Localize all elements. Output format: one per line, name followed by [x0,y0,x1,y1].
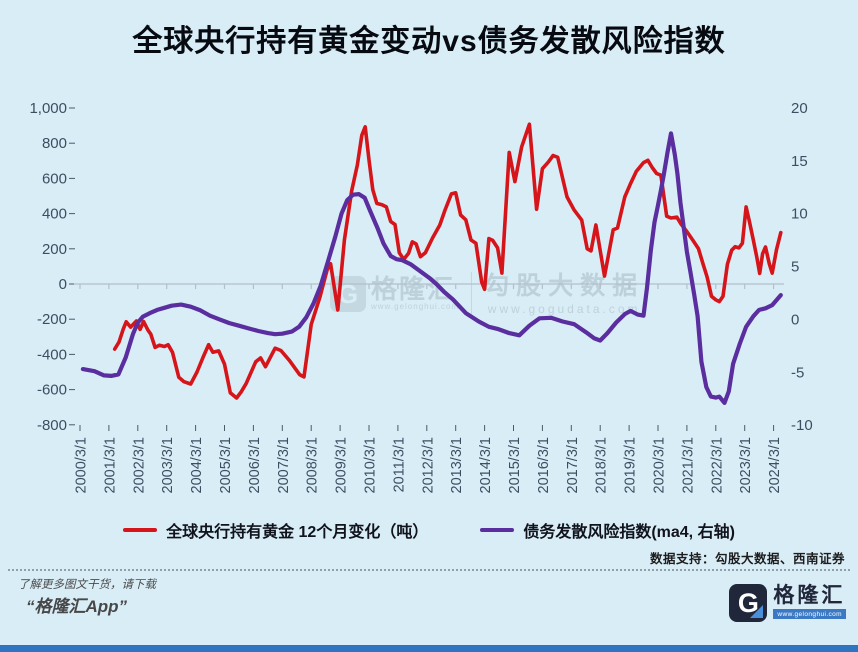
gold-series-label: 全球央行持有黄金 12个月变化（吨） [166,524,429,541]
x-axis-tick-label: 2017/3/1 [565,437,581,493]
x-axis-tick-label: 2016/3/1 [536,437,552,493]
x-axis-tick-label: 2004/3/1 [189,437,205,493]
left-axis-tick-label: 200 [42,241,67,258]
gelonghui-logo-icon: G [729,584,768,622]
left-axis-tick-label: -200 [37,311,67,328]
x-axis-tick-label: 2008/3/1 [305,437,321,493]
x-axis-tick-label: 2002/3/1 [131,437,147,493]
x-axis-tick-label: 2005/3/1 [218,437,234,493]
x-axis-tick-label: 2012/3/1 [420,437,436,493]
x-axis-tick-label: 2013/3/1 [449,437,465,493]
x-axis-tick-label: 2011/3/1 [391,437,407,492]
x-axis-tick-label: 2019/3/1 [623,437,639,493]
bottom-accent-bar [0,645,858,652]
legend-item-gold: 全球央行持有黄金 12个月变化（吨） [123,518,428,542]
left-axis-tick-label: 400 [42,206,67,223]
left-axis-tick-label: 1,000 [29,100,67,117]
left-axis-tick-label: -600 [37,382,67,399]
gelonghui-logo: G 格隆汇 www.gelonghui.com [729,584,846,622]
x-axis-tick-label: 2021/3/1 [680,437,696,493]
left-axis-tick-label: -400 [37,346,67,363]
right-axis-tick-label: -5 [791,364,804,381]
x-axis-tick-label: 2000/3/1 [74,437,90,493]
x-axis-tick-label: 2009/3/1 [334,437,350,493]
risk-series-swatch [480,528,515,532]
right-axis-tick-label: -10 [791,417,813,434]
x-axis-tick-label: 2023/3/1 [738,437,754,493]
left-axis-tick-label: -800 [37,417,67,434]
right-axis-tick-label: 0 [791,311,799,328]
x-axis-tick-label: 2010/3/1 [363,437,379,493]
right-axis-tick-label: 20 [791,100,808,117]
chart-legend: 全球央行持有黄金 12个月变化（吨） 债务发散风险指数(ma4, 右轴) [0,518,858,542]
x-axis-tick-label: 2022/3/1 [709,437,725,493]
right-axis-tick-label: 10 [791,206,808,223]
x-axis-tick-label: 2020/3/1 [652,437,668,493]
footer-promo-text: 了解更多图文干货，请下载 [18,579,156,591]
dotted-divider [8,569,850,571]
x-axis-tick-label: 2015/3/1 [507,437,523,493]
x-axis-tick-label: 2003/3/1 [160,437,176,493]
data-source-note: 数据支持：勾股大数据、西南证券 [649,552,845,566]
right-axis-tick-label: 15 [791,153,808,170]
risk-index-line [80,131,783,405]
gold-change-line [112,122,783,400]
left-axis-tick-label: 800 [42,135,67,152]
x-axis-tick-label: 2014/3/1 [478,437,494,493]
gold-series-swatch [123,528,158,532]
legend-item-risk: 债务发散风险指数(ma4, 右轴) [480,518,735,542]
x-axis-tick-label: 2001/3/1 [102,437,118,493]
footer-app-name: “格隆汇App” [26,597,128,616]
x-axis-tick-label: 2024/3/1 [767,437,783,493]
gelonghui-logo-name: 格隆汇 [773,584,846,607]
left-axis-tick-label: 600 [42,170,67,187]
x-axis-tick-label: 2018/3/1 [594,437,610,493]
right-axis-tick-label: 5 [791,259,799,276]
left-axis-tick-label: 0 [59,276,67,293]
x-axis-tick-label: 2007/3/1 [276,437,292,493]
x-axis-tick-label: 2006/3/1 [247,437,263,493]
page-title: 全球央行持有黄金变动vs债务发散风险指数 [132,25,726,58]
risk-series-label: 债务发散风险指数(ma4, 右轴) [523,524,735,541]
gelonghui-logo-url: www.gelonghui.com [773,609,846,619]
